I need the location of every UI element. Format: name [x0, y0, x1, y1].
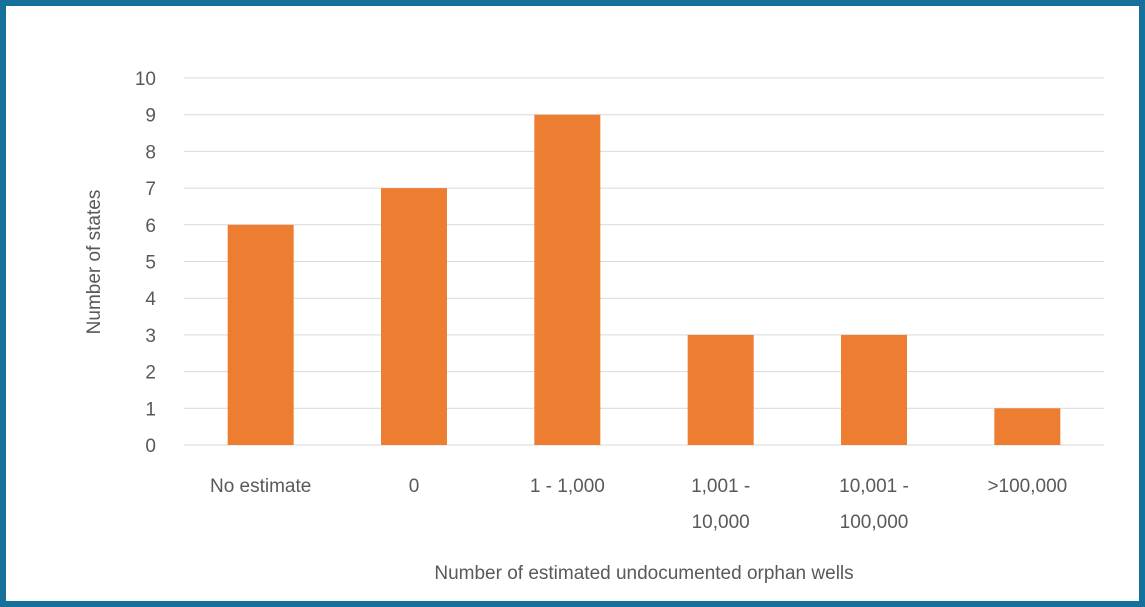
y-tick-label: 5: [145, 253, 156, 274]
x-tick-label: 10,000: [692, 512, 750, 533]
y-tick-label: 6: [145, 216, 156, 237]
x-tick-label: 10,001 -: [839, 476, 909, 497]
y-tick-label: 7: [145, 179, 156, 200]
y-tick-label: 0: [145, 436, 156, 457]
x-tick-label: 1 - 1,000: [530, 476, 605, 497]
y-tick-label: 10: [135, 69, 156, 90]
y-axis-title: Number of states: [84, 190, 105, 335]
x-tick-label: >100,000: [987, 476, 1067, 497]
bar-6: [994, 408, 1061, 445]
y-tick-label: 4: [145, 289, 156, 310]
x-tick-label: 100,000: [840, 512, 909, 533]
y-tick-label: 9: [145, 106, 156, 127]
bar-1: [227, 224, 294, 445]
x-tick-label: 0: [409, 476, 420, 497]
x-tick-label: No estimate: [210, 476, 311, 497]
y-tick-label: 2: [145, 363, 156, 384]
bars: [227, 114, 1061, 445]
bar-2: [381, 188, 447, 445]
bar-5: [841, 334, 907, 445]
y-tick-label: 3: [145, 326, 156, 347]
bar-4: [687, 334, 754, 445]
x-axis-title: Number of estimated undocumented orphan …: [434, 563, 853, 584]
y-tick-label: 1: [145, 399, 156, 420]
y-axis-ticks: 0 1 2 3 4 5 6 7 8 9 10: [135, 69, 157, 457]
gridlines: [184, 77, 1104, 446]
bar-3: [534, 114, 601, 445]
x-tick-label: 1,001 -: [691, 476, 750, 497]
x-axis-ticks: No estimate 0 1 - 1,000 1,001 - 10,000 10,001…: [210, 476, 1067, 533]
y-tick-label: 8: [145, 142, 156, 163]
